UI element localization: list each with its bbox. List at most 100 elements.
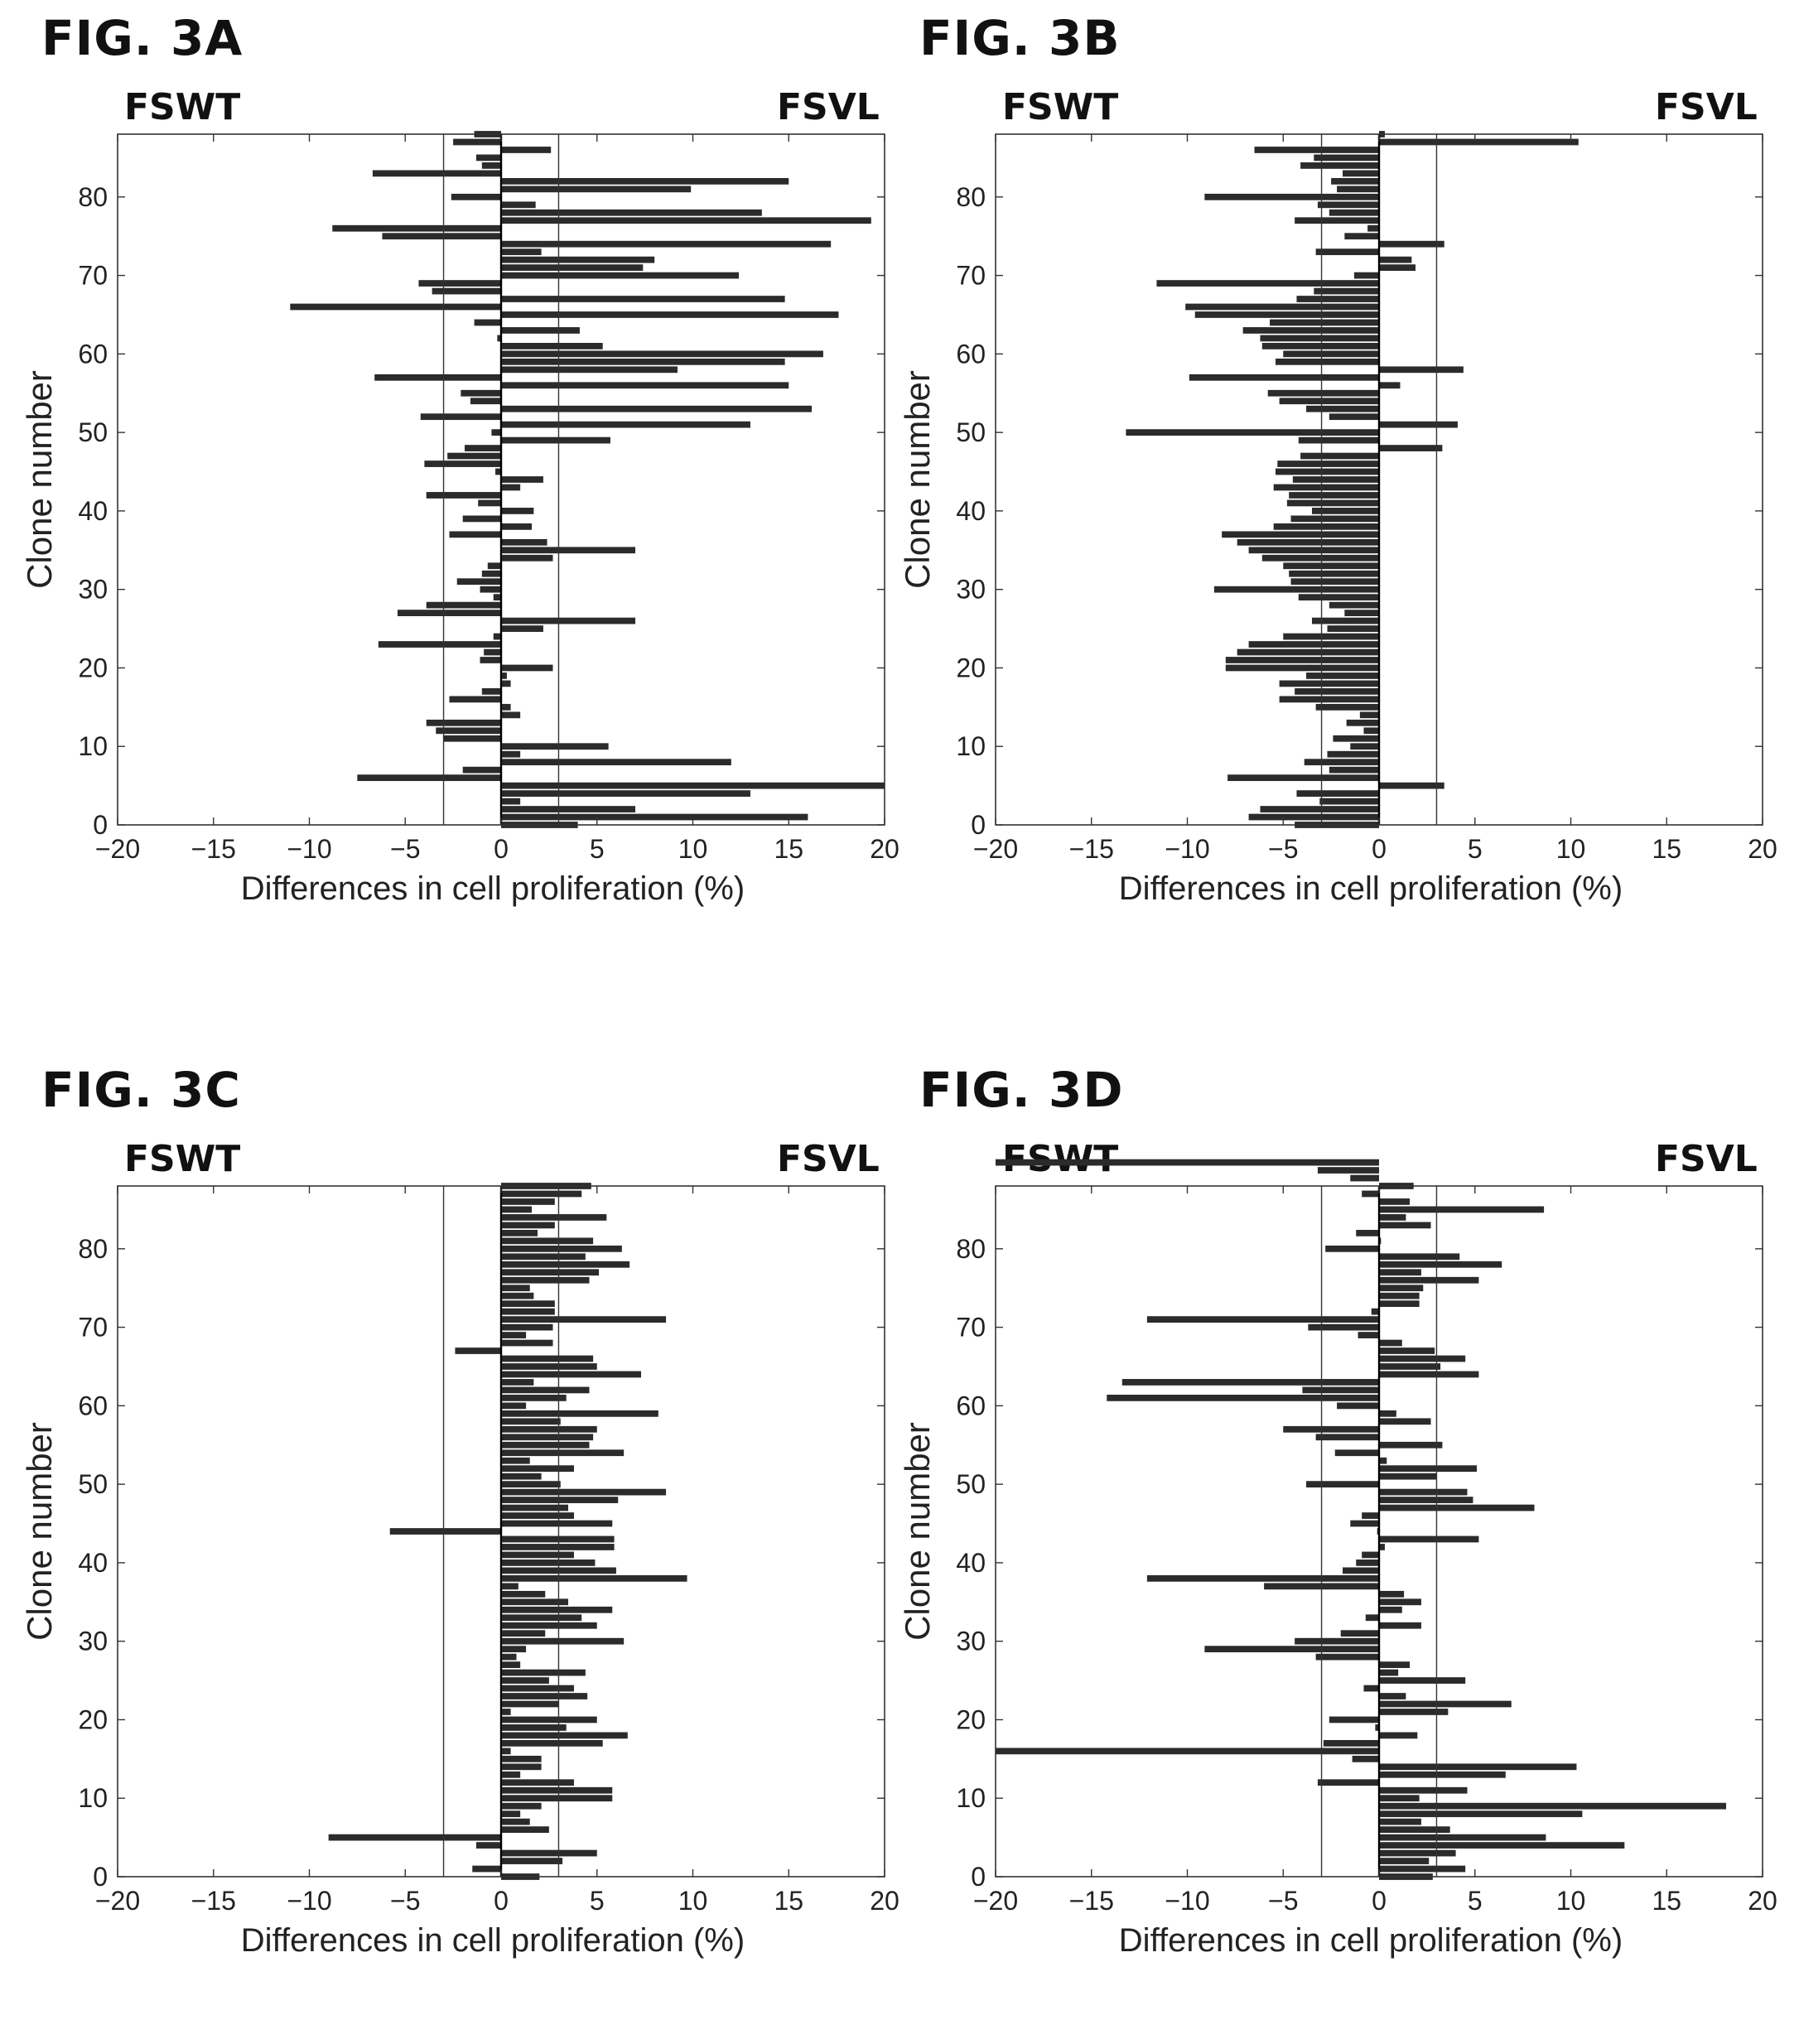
bar [1379, 1497, 1473, 1503]
bar [1379, 1488, 1468, 1496]
x-tick-label: 5 [1468, 1886, 1483, 1916]
bar [501, 1709, 511, 1715]
x-tick-label: −20 [95, 1886, 140, 1916]
bar [1329, 766, 1379, 774]
bar [1306, 405, 1379, 412]
bar [389, 1528, 501, 1535]
bar [1379, 1339, 1402, 1347]
bar [501, 1700, 559, 1708]
bar [462, 766, 501, 774]
bar [497, 335, 501, 342]
bar [1295, 1637, 1379, 1645]
bar [501, 1245, 622, 1252]
bar [501, 1497, 619, 1503]
y-tick-label: 60 [956, 339, 986, 369]
bar [1379, 1544, 1385, 1550]
bar [475, 1842, 501, 1849]
bar [501, 1488, 667, 1496]
bar [1225, 657, 1379, 663]
bar [1261, 343, 1379, 350]
bar [501, 1849, 597, 1857]
bar [501, 1818, 530, 1825]
bar [1248, 547, 1379, 554]
bar [481, 162, 501, 169]
bar [1379, 1858, 1430, 1864]
bar [1260, 335, 1379, 342]
bar [480, 657, 501, 663]
y-tick-label: 0 [93, 810, 108, 840]
bar [501, 1669, 586, 1676]
bar [1362, 1190, 1379, 1198]
y-tick-label: 70 [956, 261, 986, 291]
bar [501, 1198, 555, 1205]
x-tick-label: 10 [1556, 834, 1586, 864]
bar [501, 664, 553, 672]
bar-chart: −20 −15 −10 −5 0 5 10 15 20 0 10 20 30 40 50 60 70 80 Diff… [20, 131, 900, 907]
bar [1343, 1567, 1379, 1574]
bar [443, 735, 501, 742]
bar [1350, 743, 1379, 750]
bar [501, 1653, 517, 1661]
x-axis-label: Differences in cell proliferation (%) [241, 870, 745, 907]
bar [1283, 1425, 1379, 1433]
bar [501, 147, 552, 153]
bar [1185, 303, 1379, 311]
bar [374, 374, 501, 381]
fsvl-label: FSVL [1655, 86, 1758, 128]
y-tick-label: 30 [78, 1627, 108, 1656]
bar [501, 327, 580, 334]
bar [501, 476, 543, 483]
bar [1363, 1685, 1379, 1692]
fsvl-label: FSVL [1655, 1138, 1758, 1180]
bar [357, 774, 501, 782]
bar [1379, 1269, 1421, 1276]
bar [484, 648, 501, 656]
bar [501, 1323, 553, 1331]
bar [501, 1418, 561, 1425]
bar [501, 201, 536, 209]
bar [1379, 1622, 1421, 1629]
bar [1273, 484, 1379, 491]
bar [1296, 790, 1379, 797]
y-tick-label: 20 [78, 1704, 108, 1734]
bar [501, 523, 533, 530]
bar [426, 492, 501, 499]
x-tick-label: −20 [973, 834, 1018, 864]
bar [1323, 1740, 1379, 1747]
bar [1379, 1826, 1450, 1834]
bar [1356, 1229, 1379, 1237]
bar [501, 484, 521, 491]
bar [1379, 1457, 1387, 1464]
bar [1343, 170, 1379, 177]
y-tick-label: 10 [78, 1783, 108, 1813]
bar [501, 1371, 641, 1378]
fswt-label: FSWT [124, 1138, 241, 1180]
bar [1379, 1198, 1411, 1205]
y-tick-label: 40 [78, 1548, 108, 1578]
y-tick-label: 30 [956, 575, 986, 605]
bar [1204, 1646, 1379, 1653]
bar [501, 1355, 594, 1362]
bar [1359, 711, 1379, 719]
bar [1319, 798, 1379, 805]
y-tick-label: 80 [78, 182, 108, 212]
bar [1337, 186, 1379, 193]
y-tick-label: 70 [78, 261, 108, 291]
bar [501, 1535, 615, 1543]
bar [501, 1802, 542, 1810]
bar [1379, 1418, 1431, 1425]
x-tick-label: −15 [1069, 834, 1114, 864]
bar [501, 1285, 530, 1292]
bar [1314, 154, 1379, 161]
bar [1379, 445, 1443, 451]
x-tick-label: −10 [1165, 1886, 1209, 1916]
bar [501, 1810, 521, 1818]
bar [501, 358, 785, 365]
bar [501, 703, 511, 711]
bar [420, 413, 501, 421]
bar [1227, 774, 1379, 782]
bar [1379, 1693, 1406, 1699]
bar [465, 445, 501, 451]
y-tick-label: 20 [956, 653, 986, 682]
bar [1379, 1441, 1443, 1449]
